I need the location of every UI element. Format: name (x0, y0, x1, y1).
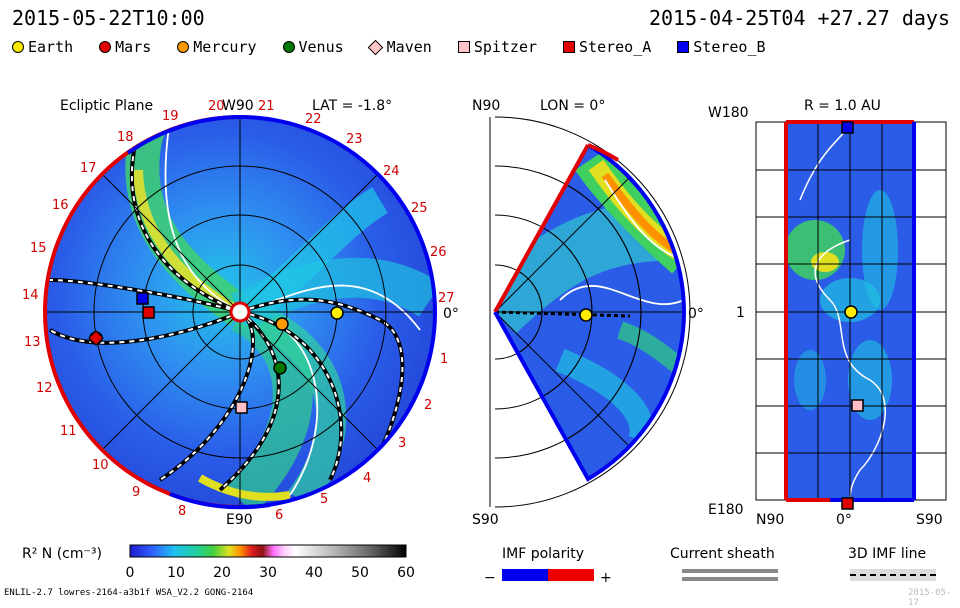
map-x-right: S90 (916, 512, 943, 528)
imf-polarity-legend: IMF polarity − + (484, 546, 612, 586)
legend-maven: Maven (367, 38, 432, 56)
tick-25: 25 (411, 201, 428, 216)
legend-venus: Venus (282, 38, 344, 56)
forecast-time: 2015-05-22T10:00 (12, 6, 205, 30)
tick-21: 21 (258, 99, 275, 114)
ecliptic-panel: Ecliptic Plane W90 LAT = -1.8° E90 0° (22, 98, 459, 528)
colorbar-tick-30: 30 (259, 565, 277, 581)
map-stereo-a-marker (841, 497, 854, 510)
venus-marker-icon (282, 41, 295, 53)
tick-2: 2 (424, 398, 432, 413)
tick-15: 15 (30, 241, 47, 256)
ecliptic-bottom-label: E90 (226, 512, 253, 528)
tick-17: 17 (80, 161, 97, 176)
tick-26: 26 (430, 245, 447, 260)
tick-23: 23 (346, 132, 363, 147)
imf-line-title: 3D IMF line (848, 546, 926, 562)
stereo-a-marker-icon (563, 41, 576, 53)
tick-20: 20 (208, 99, 225, 114)
venus-marker (273, 361, 287, 375)
colorbar-tick-20: 20 (213, 565, 231, 581)
tick-9: 9 (132, 485, 140, 500)
tick-11: 11 (60, 424, 77, 439)
tick-4: 4 (363, 471, 371, 486)
tick-1: 1 (440, 352, 448, 367)
map-spitzer-marker (851, 399, 864, 412)
colorbar-label: R² N (cm⁻³) (22, 546, 102, 562)
map-x-mid: 0° (836, 512, 852, 528)
imf-line-legend: 3D IMF line (848, 546, 936, 581)
imf-positive-swatch (548, 569, 594, 581)
imf-polarity-title: IMF polarity (502, 546, 584, 562)
map-title: R = 1.0 AU (804, 98, 881, 114)
tick-14: 14 (22, 288, 39, 303)
colorbar-tick-0: 0 (126, 565, 135, 581)
legend-stereo-b: Stereo_B (677, 38, 766, 56)
tick-27: 27 (438, 291, 455, 306)
legend-mars: Mars (99, 38, 151, 56)
stereo-a-marker (142, 306, 155, 319)
current-sheath-title: Current sheath (670, 546, 775, 562)
ecliptic-title: Ecliptic Plane (60, 98, 153, 114)
map-mid-left: 1 (736, 305, 745, 321)
colorbar-tick-60: 60 (397, 565, 415, 581)
maven-marker (88, 330, 104, 346)
colorbar-tick-10: 10 (167, 565, 185, 581)
mars-marker-icon (99, 41, 112, 53)
tick-12: 12 (36, 381, 53, 396)
earth-marker-icon (12, 41, 24, 53)
legend-mercury: Mercury (177, 38, 257, 56)
current-sheath-legend: Current sheath (670, 546, 778, 581)
run-time: 2015-04-25T04 +27.27 days (648, 6, 950, 30)
tick-22: 22 (305, 112, 322, 127)
imf-negative-swatch (502, 569, 548, 581)
ecliptic-lat-label: LAT = -1.8° (312, 98, 392, 114)
tick-18: 18 (117, 130, 134, 145)
map-bottom-left: E180 (708, 502, 744, 518)
stereo-b-marker-icon (677, 41, 690, 53)
meridional-lon-label: LON = 0° (540, 98, 605, 114)
spitzer-marker-icon (457, 41, 470, 53)
tick-16: 16 (52, 198, 69, 213)
colorbar: R² N (cm⁻³) 0 10 20 30 40 50 60 (22, 544, 415, 581)
body-legend: Earth Mars Mercury Venus Maven Spitzer S… (12, 38, 792, 56)
tick-8: 8 (178, 504, 186, 519)
imf-minus-label: − (484, 570, 496, 586)
tick-3: 3 (398, 436, 406, 451)
meridional-earth-marker (579, 308, 593, 322)
footer-date: 2015-05-17 (908, 588, 952, 608)
legend-earth: Earth (12, 38, 73, 56)
earth-marker (330, 306, 344, 320)
mercury-marker-icon (177, 41, 190, 53)
legend-spitzer: Spitzer (457, 38, 537, 56)
spitzer-marker (235, 401, 248, 414)
tick-6: 6 (275, 508, 283, 523)
colorbar-scale (129, 544, 407, 558)
map-panel: R = 1.0 AU W180 E180 1 N90 0° S90 (708, 98, 947, 528)
imf-plus-label: + (600, 570, 612, 586)
map-top-left: W180 (708, 105, 749, 121)
stereo-b-marker (136, 292, 149, 305)
colorbar-tick-40: 40 (305, 565, 323, 581)
meridional-top-label: N90 (472, 98, 500, 114)
tick-19: 19 (162, 109, 179, 124)
map-x-left: N90 (756, 512, 784, 528)
meridional-bottom-label: S90 (472, 512, 499, 528)
legend-stereo-a: Stereo_A (563, 38, 651, 56)
mercury-marker (275, 317, 289, 331)
tick-5: 5 (320, 492, 328, 507)
ecliptic-top-label: W90 (222, 98, 254, 114)
meridional-right-label: 0° (688, 306, 704, 322)
map-stereo-b-marker (841, 121, 854, 134)
tick-13: 13 (24, 335, 41, 350)
ecliptic-right-label: 0° (443, 306, 459, 322)
model-info: ENLIL-2.7 lowres-2164-a3b1f WSA_V2.2 GON… (4, 588, 254, 598)
colorbar-tick-50: 50 (351, 565, 369, 581)
tick-10: 10 (92, 458, 109, 473)
map-earth-marker (844, 305, 858, 319)
tick-24: 24 (383, 164, 400, 179)
